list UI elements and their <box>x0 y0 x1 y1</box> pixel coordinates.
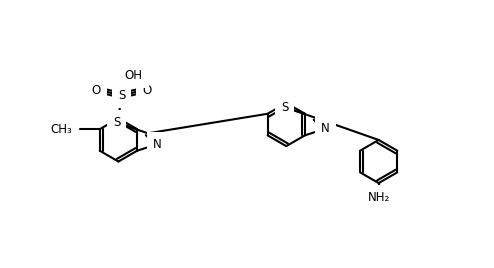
Text: NH₂: NH₂ <box>368 191 390 204</box>
Text: O: O <box>142 84 152 97</box>
Text: N: N <box>153 137 162 151</box>
Text: S: S <box>113 116 120 129</box>
Text: CH₃: CH₃ <box>50 123 72 136</box>
Text: S: S <box>281 100 288 114</box>
Text: S: S <box>118 89 125 102</box>
Text: O: O <box>91 84 101 97</box>
Text: N: N <box>321 122 330 135</box>
Text: OH: OH <box>125 69 143 82</box>
